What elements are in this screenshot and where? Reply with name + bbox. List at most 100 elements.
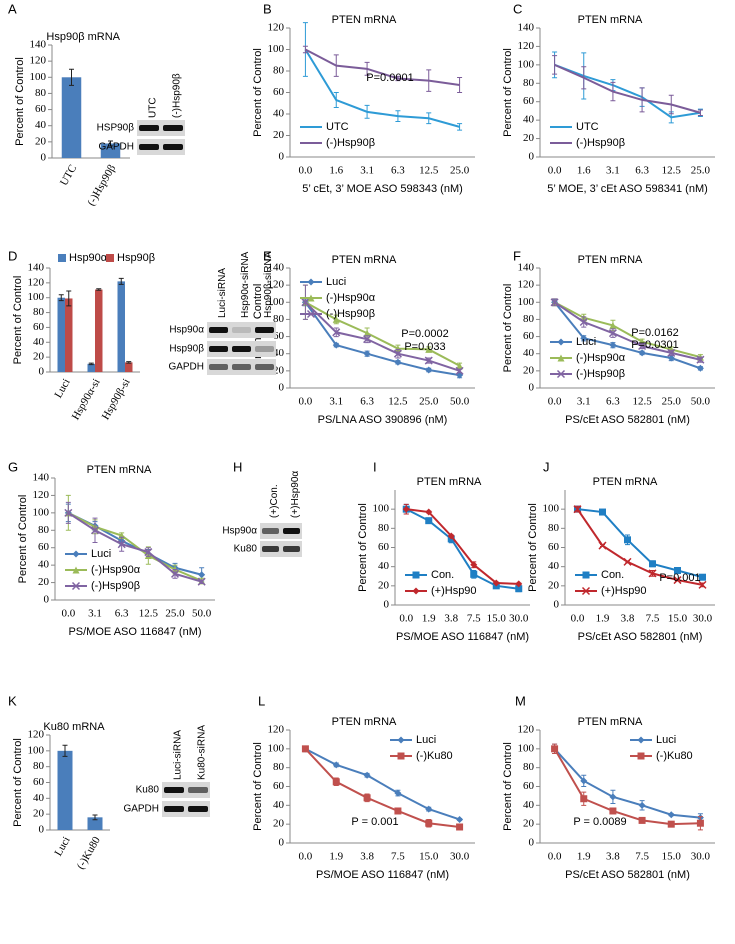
marker (301, 745, 309, 753)
y-tick-label: 120 (33, 489, 50, 501)
x-tick-label: 6.3 (391, 165, 405, 177)
x-tick-label: 3.8 (606, 851, 620, 863)
lane-label: Ku80-siRNA (197, 725, 208, 780)
x-tick-label: 1.9 (596, 613, 610, 625)
y-tick-label: 80 (35, 87, 47, 99)
y-tick-label: 40 (273, 347, 285, 359)
line (554, 301, 701, 361)
marker (624, 536, 631, 544)
marker (425, 805, 433, 813)
band (188, 806, 208, 812)
y-tick-label: 60 (33, 776, 45, 788)
y-tick-label: 60 (523, 95, 535, 107)
band (209, 327, 228, 333)
y-tick-label: 80 (548, 522, 560, 534)
blot-bg (137, 120, 185, 136)
row-label: GAPDH (168, 362, 204, 373)
y-tick-label: 100 (28, 291, 45, 303)
y-tick-label: 60 (33, 321, 45, 333)
y-tick-label: 20 (35, 135, 47, 147)
chart-title: PTEN mRNA (578, 14, 643, 26)
line (304, 301, 460, 377)
y-tick-label: 80 (273, 761, 285, 773)
annotation: P=0.001 (659, 572, 700, 584)
y-tick-label: 40 (35, 119, 47, 131)
panel-letter: B (263, 1, 272, 16)
band (163, 144, 183, 150)
x-tick-label: 0.0 (299, 165, 313, 177)
x-tick-label: (-)Ku80 (75, 834, 103, 871)
marker (332, 761, 340, 769)
lane-label: UTC (148, 97, 159, 118)
error-bar (108, 140, 113, 147)
marker (363, 771, 371, 779)
x-tick-label: 1.9 (422, 613, 436, 625)
y-tick-label: 60 (273, 330, 285, 342)
line (304, 48, 460, 86)
x-tick-label: 15.0 (419, 851, 439, 863)
marker (609, 341, 617, 349)
y-tick-label: 0 (279, 382, 285, 394)
band (188, 787, 208, 793)
y-tick-label: 20 (38, 576, 50, 588)
error-bar (333, 92, 339, 109)
line (304, 748, 460, 828)
error-bar (395, 75, 401, 82)
y-tick-label: 120 (268, 279, 285, 291)
y-tick-label: 20 (523, 818, 535, 830)
band (164, 806, 184, 812)
marker (638, 816, 646, 824)
y-tick-label: 80 (378, 522, 390, 534)
y-tick-label: 0 (279, 151, 285, 163)
y-tick-label: 140 (268, 262, 285, 274)
y-tick-label: 100 (373, 503, 390, 515)
legend-label: (-)Ku80 (416, 750, 453, 762)
marker (649, 560, 656, 568)
y-tick-label: 60 (273, 86, 285, 98)
line (577, 508, 703, 579)
y-tick-label: 40 (38, 559, 50, 571)
chart-title: PTEN mRNA (578, 716, 643, 728)
marker (394, 345, 402, 353)
y-tick-label: 0 (39, 366, 45, 378)
y-tick-label: 60 (523, 330, 535, 342)
x-tick-label: 0.0 (548, 396, 562, 408)
y-tick-label: 100 (268, 296, 285, 308)
y-tick-label: 40 (273, 799, 285, 811)
y-tick-label: 0 (39, 824, 45, 836)
x-tick-label: 30.0 (693, 613, 713, 625)
x-tick-label: Luci (52, 835, 72, 858)
marker (599, 508, 606, 516)
y-tick-label: 140 (30, 39, 47, 51)
marker (557, 338, 565, 346)
y-tick-label: 120 (518, 724, 535, 736)
marker (551, 745, 559, 753)
lane-label: (-)Hsp90β (172, 73, 183, 118)
y-tick-label: 20 (523, 132, 535, 144)
y-tick-label: 80 (523, 77, 535, 89)
panel-letter: M (515, 693, 526, 708)
chart-title: PTEN mRNA (417, 476, 482, 488)
error-bar (302, 45, 308, 54)
band (283, 528, 300, 534)
row-label: Ku80 (136, 785, 160, 796)
x-tick-label: 7.5 (646, 613, 660, 625)
legend-label: (-)Hsp90β (326, 137, 375, 149)
lane-label: (+)Con. (269, 484, 280, 518)
line (554, 63, 701, 114)
y-tick-label: 0 (529, 837, 535, 849)
marker (580, 334, 588, 342)
y-tick-label: 40 (548, 560, 560, 572)
marker (550, 298, 559, 307)
y-tick-label: 20 (33, 351, 45, 363)
error-bar (364, 61, 370, 76)
band (255, 327, 274, 333)
band (139, 144, 159, 150)
legend-label: UTC (326, 121, 349, 133)
panel-letter: I (373, 459, 377, 474)
x-tick-label: 12.5 (662, 165, 682, 177)
x-tick-label: 50.0 (192, 608, 212, 620)
error-bar (552, 55, 558, 75)
x-tick-label: 1.9 (329, 851, 343, 863)
error-bar (364, 104, 370, 119)
